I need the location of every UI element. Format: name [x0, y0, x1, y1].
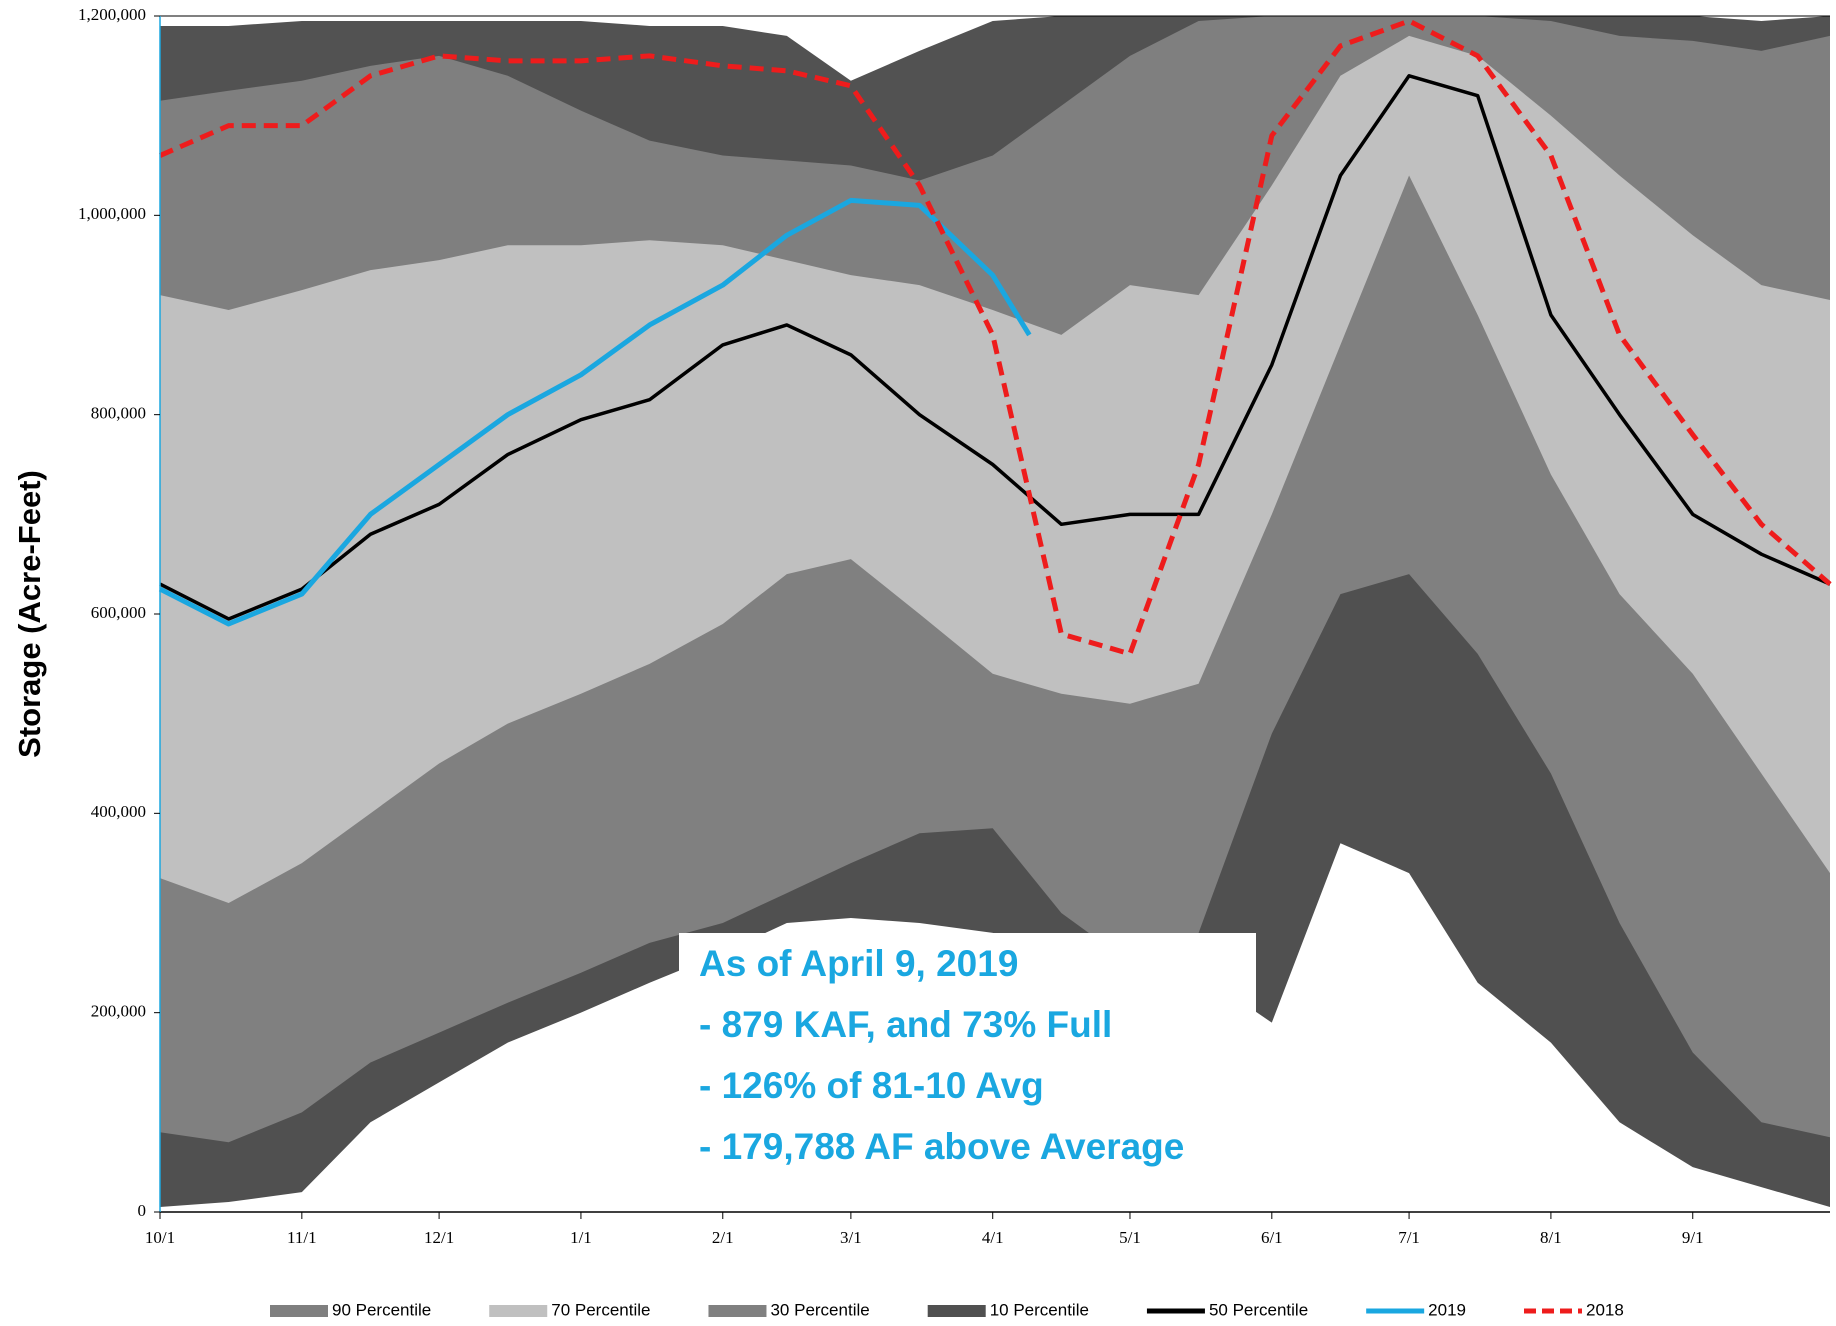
- annotation-text: - 126% of 81-10 Avg: [699, 1065, 1044, 1106]
- x-tick-label: 2/1: [712, 1228, 734, 1247]
- x-tick-label: 10/1: [145, 1228, 175, 1247]
- y-tick-label: 800,000: [91, 404, 146, 423]
- line-series: [159, 74, 1831, 621]
- y-axis-title: Storage (Acre-Feet): [12, 470, 47, 758]
- legend-swatch: [270, 1305, 328, 1317]
- legend-label: 2019: [1428, 1300, 1466, 1319]
- legend-label: 90 Percentile: [332, 1300, 431, 1319]
- y-tick-label: 1,200,000: [78, 5, 146, 24]
- annotation-box: [679, 933, 1256, 1212]
- x-tick-label: 4/1: [982, 1228, 1004, 1247]
- x-tick-label: 11/1: [287, 1228, 317, 1247]
- y-tick-label: 600,000: [91, 603, 146, 622]
- annotation-text: - 179,788 AF above Average: [699, 1126, 1184, 1167]
- legend-label: 2018: [1586, 1300, 1624, 1319]
- x-tick-label: 12/1: [424, 1228, 454, 1247]
- annotation-text: As of April 9, 2019: [699, 943, 1018, 984]
- x-tick-label: 8/1: [1540, 1228, 1562, 1247]
- x-tick-label: 1/1: [570, 1228, 592, 1247]
- annotation-text: - 879 KAF, and 73% Full: [699, 1004, 1112, 1045]
- x-tick-label: 5/1: [1119, 1228, 1141, 1247]
- y-tick-label: 0: [138, 1201, 147, 1220]
- x-tick-label: 3/1: [840, 1228, 862, 1247]
- y-tick-label: 200,000: [91, 1002, 146, 1021]
- x-tick-label: 7/1: [1398, 1228, 1420, 1247]
- y-tick-label: 400,000: [91, 802, 146, 821]
- x-tick-label: 6/1: [1261, 1228, 1283, 1247]
- legend-label: 10 Percentile: [990, 1300, 1089, 1319]
- plot-area: [160, 16, 1830, 1212]
- overlay: 0 200,000 400,000 600,000 800,000 1,000,000 1,…: [78, 5, 1832, 1247]
- line-series: [158, 197, 1032, 627]
- legend-label: 50 Percentile: [1209, 1300, 1308, 1319]
- legend-label: 30 Percentile: [770, 1300, 869, 1319]
- legend-swatch: [708, 1305, 767, 1317]
- x-tick-label: 9/1: [1682, 1228, 1704, 1247]
- legend-swatch: [489, 1305, 548, 1317]
- legend-swatch: [927, 1305, 986, 1317]
- legend-label: 70 Percentile: [551, 1300, 650, 1319]
- y-tick-label: 1,000,000: [78, 204, 146, 223]
